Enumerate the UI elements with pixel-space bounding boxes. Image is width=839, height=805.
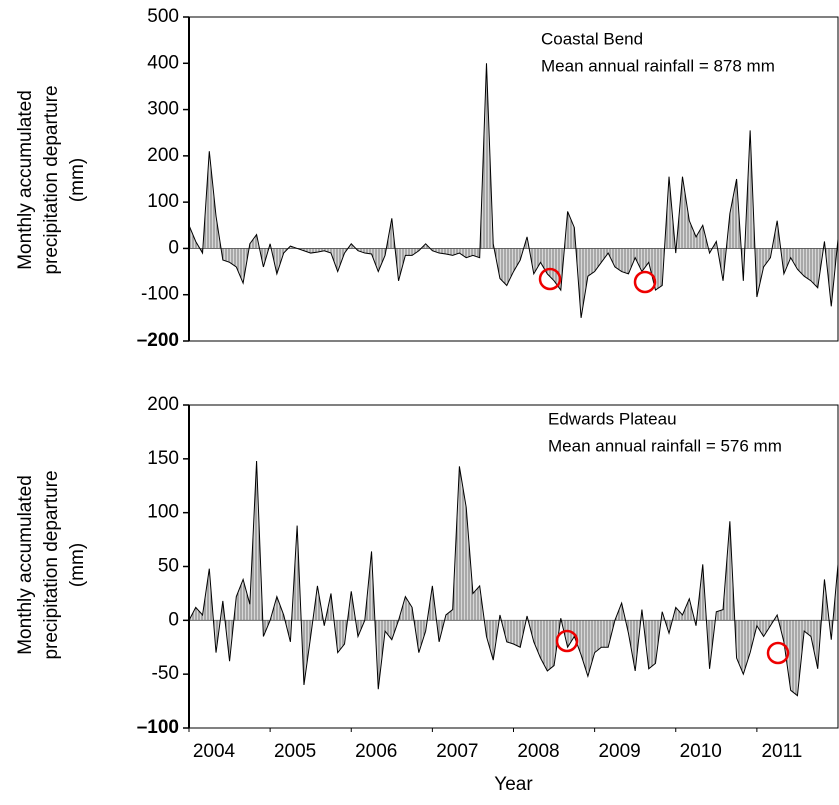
y-tick-label: 100 — [147, 502, 179, 523]
y-axis-title: Monthly accumulated — [15, 475, 36, 655]
x-tick-label: 2006 — [355, 741, 397, 762]
y-tick-label: 150 — [147, 448, 179, 469]
x-tick-label: 2005 — [274, 741, 316, 762]
x-axis-title: Year — [494, 774, 533, 795]
x-tick-label: 2010 — [680, 741, 722, 762]
y-axis-title: (mm) — [67, 158, 88, 202]
y-tick-label: –200 — [137, 330, 179, 351]
y-axis-title: precipitation departure — [41, 470, 62, 659]
y-tick-label: 0 — [168, 237, 179, 258]
highlight-circle — [555, 629, 579, 653]
y-axis-title: Monthly accumulated — [15, 90, 36, 270]
x-tick-label: 2009 — [598, 741, 640, 762]
y-tick-label: 200 — [147, 394, 179, 415]
x-tick-label: 2008 — [517, 741, 559, 762]
y-tick-label: 200 — [147, 145, 179, 166]
annotation: Mean annual rainfall = 878 mm — [541, 56, 775, 75]
y-axis-title: precipitation departure — [41, 85, 62, 274]
x-tick-label: 2007 — [436, 741, 478, 762]
annotation: Mean annual rainfall = 576 mm — [548, 436, 782, 455]
annotation: Edwards Plateau — [548, 409, 677, 428]
series-line — [188, 63, 839, 318]
y-tick-label: 300 — [147, 99, 179, 120]
highlight-circle — [538, 267, 562, 291]
series-line — [188, 460, 839, 697]
y-tick-label: –100 — [137, 717, 179, 738]
y-axis-title: (mm) — [67, 543, 88, 587]
y-tick-label: 400 — [147, 52, 179, 73]
x-tick-label: 2011 — [761, 741, 802, 762]
area-fill — [189, 63, 838, 318]
y-tick-label: -100 — [141, 284, 179, 305]
y-tick-label: -50 — [152, 663, 179, 684]
highlight-circle — [766, 641, 790, 665]
highlight-circle — [633, 270, 657, 294]
area-fill — [189, 460, 838, 696]
annotation: Coastal Bend — [541, 29, 643, 48]
y-tick-label: 500 — [147, 6, 179, 27]
x-tick-label: 2004 — [193, 741, 236, 762]
y-tick-label: 100 — [147, 191, 179, 212]
y-tick-label: 50 — [158, 556, 179, 577]
y-tick-label: 0 — [168, 609, 179, 630]
